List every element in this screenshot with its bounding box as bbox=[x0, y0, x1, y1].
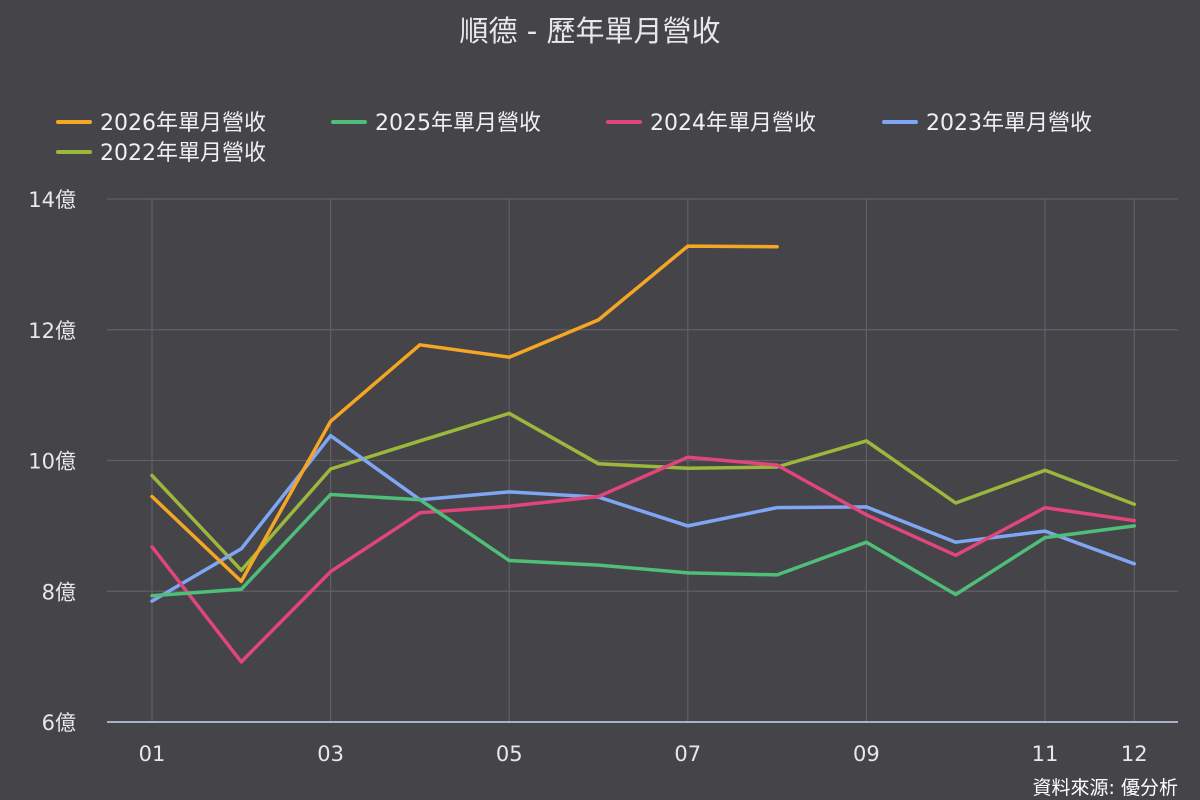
y-tick-label: 12億 bbox=[28, 319, 76, 343]
chart-title: 順德 - 歷年單月營收 bbox=[460, 14, 721, 48]
legend-item[interactable]: 2026年單月營收 bbox=[56, 111, 266, 136]
y-axis: 6億 8億 10億 12億 14億 bbox=[28, 188, 76, 735]
x-tick-label: 03 bbox=[317, 742, 344, 766]
series-lines bbox=[150, 244, 1137, 664]
gridlines bbox=[107, 198, 1178, 722]
legend: 2026年單月營收 2025年單月營收 2024年單月營收 2023年單月營收 2022… bbox=[56, 111, 1092, 166]
x-tick-label: 11 bbox=[1032, 742, 1059, 766]
x-tick-label: 01 bbox=[139, 742, 166, 766]
y-tick-label: 10億 bbox=[28, 450, 76, 474]
series-line bbox=[150, 411, 1137, 573]
series-line bbox=[150, 492, 1137, 598]
legend-label: 2023年單月營收 bbox=[926, 111, 1092, 136]
series-line bbox=[150, 433, 1137, 603]
y-tick-label: 14億 bbox=[28, 188, 76, 212]
y-tick-label: 8億 bbox=[42, 580, 76, 604]
series-line bbox=[150, 244, 779, 584]
series-line bbox=[150, 455, 1137, 664]
legend-label: 2025年單月營收 bbox=[375, 111, 541, 136]
legend-item[interactable]: 2024年單月營收 bbox=[606, 111, 816, 136]
legend-label: 2022年單月營收 bbox=[100, 141, 266, 166]
x-tick-label: 07 bbox=[674, 742, 701, 766]
x-tick-label: 09 bbox=[853, 742, 880, 766]
x-tick-label: 05 bbox=[496, 742, 523, 766]
legend-label: 2026年單月營收 bbox=[100, 111, 266, 136]
x-tick-label: 12 bbox=[1121, 742, 1148, 766]
x-axis: 01 03 05 07 09 11 12 bbox=[107, 721, 1178, 766]
legend-item[interactable]: 2025年單月營收 bbox=[331, 111, 541, 136]
y-tick-label: 6億 bbox=[42, 711, 76, 735]
legend-item[interactable]: 2022年單月營收 bbox=[56, 141, 266, 166]
legend-label: 2024年單月營收 bbox=[650, 111, 816, 136]
legend-item[interactable]: 2023年單月營收 bbox=[882, 111, 1092, 136]
source-note: 資料來源: 優分析 bbox=[1033, 777, 1178, 799]
